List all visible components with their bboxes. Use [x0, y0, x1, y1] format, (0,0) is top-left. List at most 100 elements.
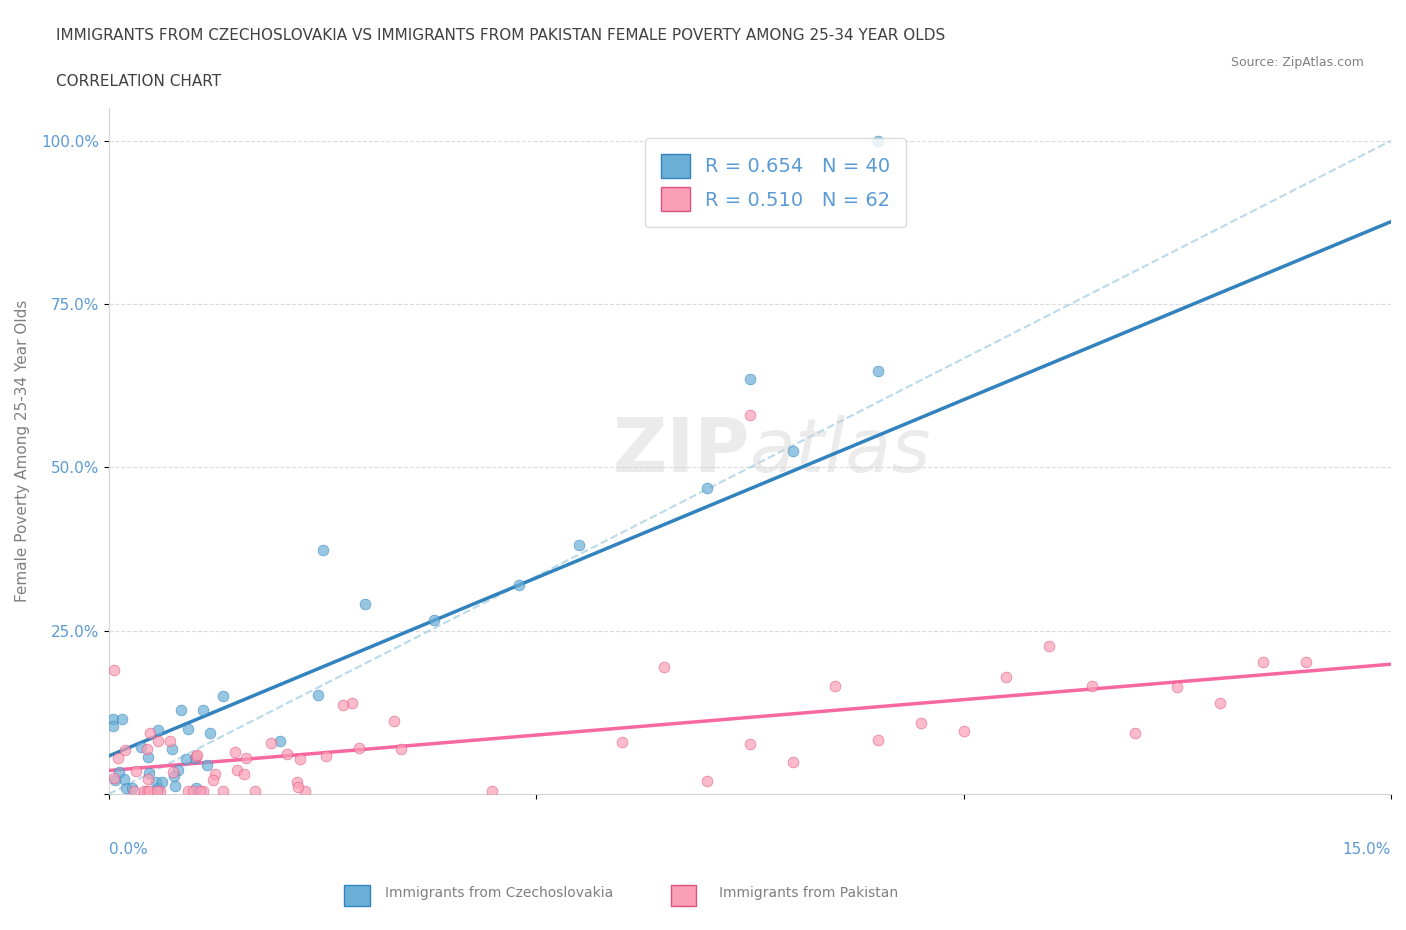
Point	[738, 371, 761, 386]
Point	[163, 769, 186, 784]
Text: Immigrants from Czechoslovakia: Immigrants from Czechoslovakia	[385, 885, 613, 900]
Text: CORRELATION CHART: CORRELATION CHART	[56, 74, 221, 89]
Point	[186, 780, 208, 795]
Point	[138, 765, 160, 780]
Point	[235, 751, 257, 765]
Point	[232, 766, 254, 781]
Point	[110, 711, 132, 726]
Point	[160, 741, 183, 756]
Point	[150, 775, 173, 790]
Point	[382, 713, 405, 728]
Point	[347, 740, 370, 755]
Y-axis label: Female Poverty Among 25-34 Year Olds: Female Poverty Among 25-34 Year Olds	[15, 299, 30, 603]
Point	[190, 783, 212, 798]
Point	[181, 783, 204, 798]
Point	[308, 688, 330, 703]
Point	[568, 538, 591, 552]
Point	[125, 764, 148, 778]
Point	[315, 749, 337, 764]
Point	[342, 696, 364, 711]
Point	[654, 659, 676, 674]
Point	[1123, 725, 1146, 740]
Point	[952, 724, 974, 738]
Point	[146, 734, 169, 749]
Point	[132, 783, 155, 798]
Text: Source: ZipAtlas.com: Source: ZipAtlas.com	[1230, 56, 1364, 69]
Point	[204, 766, 226, 781]
Point	[108, 764, 131, 779]
Point	[184, 749, 207, 764]
Point	[508, 578, 530, 592]
Point	[174, 751, 197, 766]
Point	[910, 716, 932, 731]
Point	[138, 783, 160, 798]
Point	[696, 774, 718, 789]
Point	[112, 771, 135, 786]
Point	[107, 751, 129, 765]
Point	[211, 783, 233, 798]
Point	[868, 133, 890, 148]
Point	[101, 719, 124, 734]
Point	[159, 734, 181, 749]
Legend: R = 0.654   N = 40, R = 0.510   N = 62: R = 0.654 N = 40, R = 0.510 N = 62	[645, 139, 905, 227]
Point	[145, 775, 167, 790]
Point	[422, 612, 444, 627]
Point	[1038, 639, 1060, 654]
Point	[354, 596, 377, 611]
Point	[311, 543, 333, 558]
Point	[146, 723, 169, 737]
Point	[738, 407, 761, 422]
Point	[166, 763, 188, 777]
Point	[136, 750, 159, 764]
Point	[824, 679, 846, 694]
Point	[104, 773, 127, 788]
Point	[170, 703, 193, 718]
Point	[202, 773, 225, 788]
Text: IMMIGRANTS FROM CZECHOSLOVAKIA VS IMMIGRANTS FROM PAKISTAN FEMALE POVERTY AMONG : IMMIGRANTS FROM CZECHOSLOVAKIA VS IMMIGR…	[56, 28, 945, 43]
Point	[868, 364, 890, 379]
Point	[163, 778, 186, 793]
Point	[146, 780, 169, 795]
Point	[129, 739, 152, 754]
Point	[121, 780, 143, 795]
Point	[193, 702, 215, 717]
Text: atlas: atlas	[749, 415, 931, 487]
Point	[186, 748, 208, 763]
Point	[162, 764, 184, 779]
Point	[868, 733, 890, 748]
Point	[101, 711, 124, 726]
Point	[115, 780, 138, 795]
Point	[243, 783, 266, 798]
Point	[260, 736, 283, 751]
Point	[177, 722, 200, 737]
Point	[136, 772, 159, 787]
Point	[276, 747, 298, 762]
Point	[114, 742, 136, 757]
Point	[225, 763, 247, 777]
Point	[103, 770, 125, 785]
Point	[1166, 680, 1188, 695]
Point	[287, 775, 309, 790]
Text: Immigrants from Pakistan: Immigrants from Pakistan	[718, 885, 898, 900]
Point	[191, 783, 214, 798]
Point	[389, 742, 412, 757]
Point	[103, 662, 125, 677]
Point	[1081, 678, 1104, 693]
Text: ZIP: ZIP	[613, 415, 749, 487]
Point	[738, 737, 761, 751]
Point	[212, 688, 235, 703]
Point	[696, 481, 718, 496]
Point	[269, 734, 291, 749]
Point	[183, 751, 205, 765]
Point	[195, 757, 218, 772]
Point	[287, 779, 309, 794]
Point	[1209, 696, 1232, 711]
Point	[136, 742, 159, 757]
Point	[782, 444, 804, 458]
Point	[995, 670, 1018, 684]
Text: 15.0%: 15.0%	[1343, 842, 1391, 857]
Point	[198, 725, 221, 740]
Point	[149, 783, 172, 798]
Point	[145, 783, 167, 798]
Point	[138, 725, 160, 740]
